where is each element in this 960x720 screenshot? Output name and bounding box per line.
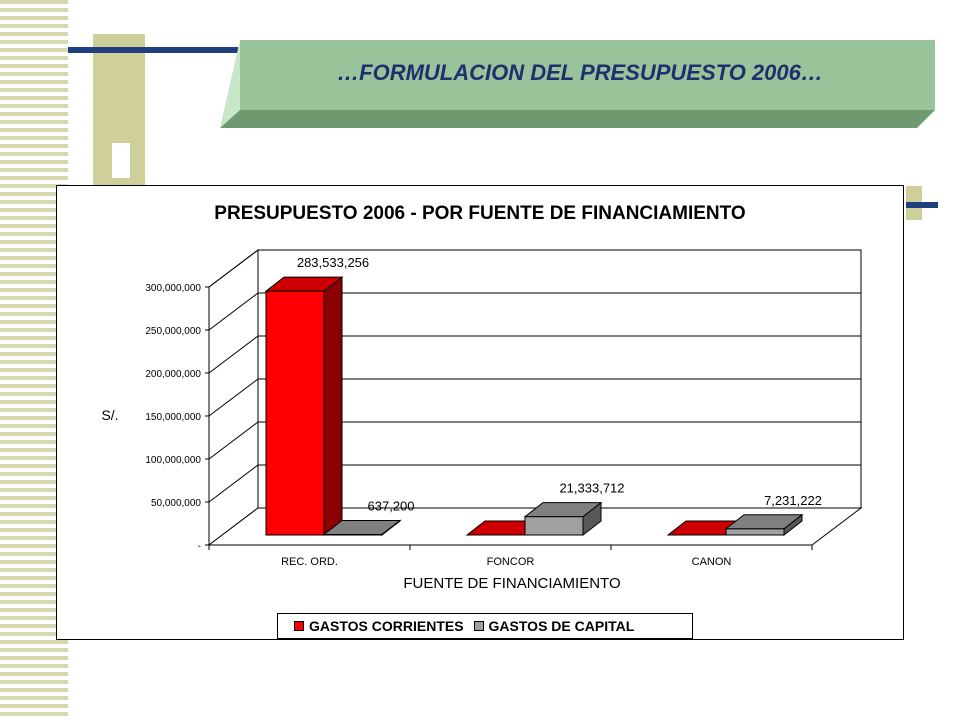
data-label: 283,533,256 — [297, 255, 369, 270]
bar-front — [265, 290, 325, 536]
y-tick-label: 300,000,000 — [145, 283, 201, 294]
gridline-side — [208, 249, 259, 288]
y-tick-label: 200,000,000 — [145, 369, 201, 380]
slide-title: …FORMULACION DEL PRESUPUESTO 2006… — [337, 60, 823, 85]
legend-label: GASTOS CORRIENTES — [309, 618, 464, 634]
legend-item-series-2: GASTOS DE CAPITAL — [473, 618, 635, 634]
y-tick-label: 250,000,000 — [145, 326, 201, 337]
y-axis-label: S/. — [101, 407, 118, 423]
chart-legend: GASTOS CORRIENTES GASTOS DE CAPITAL — [277, 613, 693, 639]
gridline-side — [208, 292, 259, 331]
legend-swatch-red — [294, 621, 304, 631]
banner-face — [240, 40, 935, 110]
y-tick-label: 50,000,000 — [151, 498, 201, 509]
bar-side — [323, 276, 343, 537]
title-banner — [220, 40, 935, 128]
bar-top — [724, 514, 804, 530]
bar-front — [725, 528, 785, 536]
data-label: 21,333,712 — [559, 481, 624, 496]
legend-swatch-gray — [473, 621, 484, 631]
gridline-side — [208, 335, 259, 374]
chart-title: PRESUPUESTO 2006 - POR FUENTE DE FINANCI… — [214, 203, 745, 224]
bar-top — [523, 502, 603, 518]
data-label: 637,200 — [368, 498, 415, 513]
gridline-side — [208, 464, 259, 503]
x-axis-label: FUENTE DE FINANCIAMIENTO — [403, 575, 620, 592]
right-horizontal-line — [906, 202, 938, 208]
x-tick-label: REC. ORD. — [281, 556, 338, 568]
legend-item-series-1: GASTOS CORRIENTES — [294, 618, 464, 634]
banner-left-bevel — [220, 40, 240, 128]
bar-top — [264, 276, 344, 292]
y-tick-label: 150,000,000 — [145, 412, 201, 423]
legend-label: GASTOS DE CAPITAL — [488, 618, 635, 634]
gridline-side — [208, 421, 259, 460]
left-horizontal-line — [68, 47, 238, 53]
y-tick-label: - — [198, 541, 201, 552]
x-tick-label: CANON — [692, 556, 732, 568]
x-tick-label: FONCOR — [487, 556, 535, 568]
y-tick-label: 100,000,000 — [145, 455, 201, 466]
banner-bottom-bevel — [220, 110, 935, 128]
vertical-bar-notch — [112, 143, 130, 178]
gridline-side — [208, 378, 259, 417]
bar-top — [322, 519, 402, 535]
bar-front — [524, 516, 584, 536]
data-label: 7,231,222 — [764, 493, 822, 508]
